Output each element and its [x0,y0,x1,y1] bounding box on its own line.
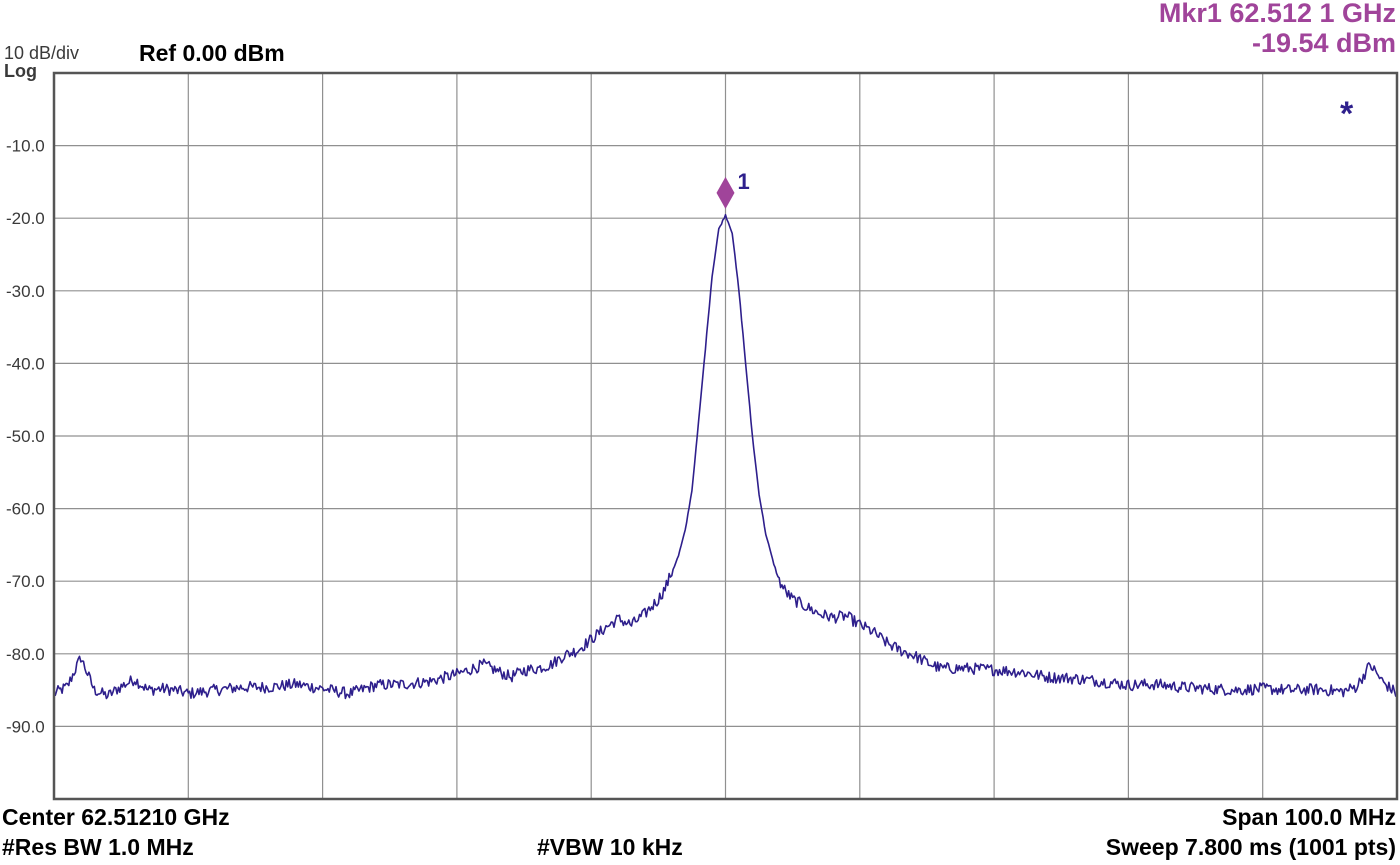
y-tick-label: -80.0 [6,645,45,664]
grid-lines [54,73,1397,799]
y-tick-label: -20.0 [6,209,45,228]
y-tick-label: -30.0 [6,282,45,301]
y-tick-label: -90.0 [6,717,45,736]
marker-amplitude-readout: -19.54 dBm [1251,28,1396,58]
span-label: Span 100.0 MHz [1222,804,1396,830]
y-tick-label: -60.0 [6,500,45,519]
y-tick-label: -40.0 [6,354,45,373]
y-tick-labels: -10.0 -20.0 -30.0 -40.0 -50.0 -60.0 -70.0 -80.0… [6,137,45,737]
spectrum-trace [53,213,1398,700]
plot-frame [52,71,1399,801]
sweep-label: Sweep 7.800 ms (1001 pts) [1105,834,1396,860]
center-frequency-label: Center 62.51210 GHz [2,804,230,830]
reference-level-label: Ref 0.00 dBm [139,40,285,66]
marker-1-diamond[interactable] [716,176,735,209]
annotation-asterisk: * [1340,95,1354,133]
scale-type-label: Log [4,61,37,81]
y-tick-label: -10.0 [6,137,45,156]
marker-frequency-readout: Mkr1 62.512 1 GHz [1158,0,1396,28]
marker-1-label: 1 [738,169,750,194]
y-tick-label: -50.0 [6,427,45,446]
resolution-bandwidth-label: #Res BW 1.0 MHz [2,834,194,860]
scale-per-division-label: 10 dB/div [4,43,80,63]
video-bandwidth-label: #VBW 10 kHz [537,834,683,860]
y-tick-label: -70.0 [6,572,45,591]
